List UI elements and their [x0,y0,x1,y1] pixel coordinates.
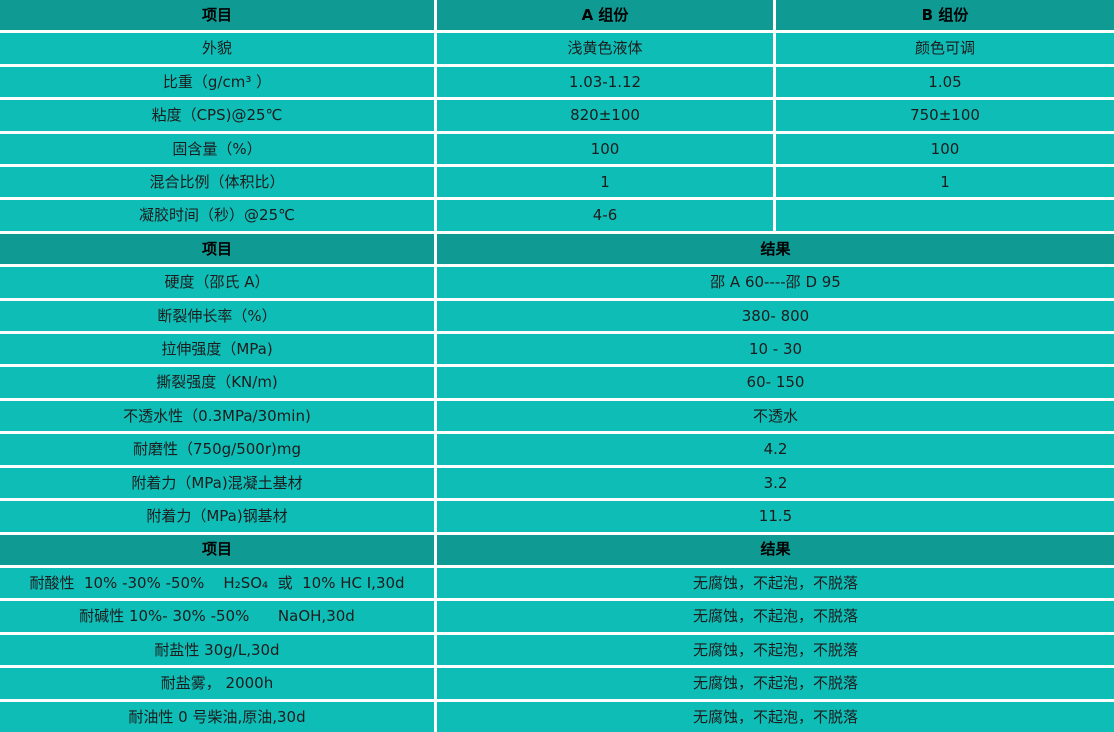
row-label-cell: 耐碱性 10%- 30% -50% NaOH,30d [0,601,434,632]
row-label-cell: 不透水性（0.3MPa/30min) [0,400,434,432]
row-label-cell: 混合比例（体积比） [0,167,434,198]
row-label-cell: 附着力（MPa)混凝土基材 [0,467,434,499]
value-cell: 4.2 [437,434,1114,465]
value-cell: 无腐蚀，不起泡，不脱落 [437,668,1114,699]
value-cell: 无腐蚀，不起泡，不脱落 [437,601,1114,632]
table-row: 硬度（邵氏 A）邵 A 60----邵 D 95 [0,267,1114,298]
value-cell: 100 [776,133,1114,165]
value-cell: 3.2 [437,467,1114,499]
value-cell: 邵 A 60----邵 D 95 [437,267,1114,298]
value-cell: 60- 150 [437,367,1114,398]
table-row: 固含量（%） 100 100 [0,133,1114,165]
row-label-cell: 耐酸性 10% -30% -50% H₂SO₄ 或 10% HC I,30d [0,567,434,599]
column-header: A 组份 [437,0,773,31]
table-row: 撕裂强度（KN/m) 60- 150 [0,367,1114,398]
value-cell: 750±100 [776,100,1114,131]
row-label-cell: 耐盐雾， 2000h [0,668,434,699]
value-cell [776,200,1114,231]
value-cell: 380- 800 [437,300,1114,332]
table-row: 混合比例（体积比） 1 1 [0,167,1114,198]
row-label-cell: 粘度（CPS)@25℃ [0,100,434,131]
row-label-cell: 撕裂强度（KN/m) [0,367,434,398]
table-row: 凝胶时间（秒）@25℃ 4-6 [0,200,1114,231]
row-label-cell: 附着力（MPa)钢基材 [0,501,434,532]
value-cell: 无腐蚀，不起泡，不脱落 [437,634,1114,666]
table-row: 附着力（MPa)钢基材 11.5 [0,501,1114,532]
row-label-cell: 拉伸强度（MPa) [0,334,434,365]
column-header: 项目 [0,534,434,565]
row-label-cell: 外貌 [0,33,434,64]
table-row: 耐盐雾， 2000h 无腐蚀，不起泡，不脱落 [0,668,1114,699]
value-cell: 1 [437,167,773,198]
row-label-cell: 硬度（邵氏 A） [0,267,434,298]
table-row: 不透水性（0.3MPa/30min) 不透水 [0,400,1114,432]
row-label-cell: 断裂伸长率（%） [0,300,434,332]
table-row: 耐磨性（750g/500r)mg 4.2 [0,434,1114,465]
table-row: 附着力（MPa)混凝土基材 3.2 [0,467,1114,499]
row-label-cell: 耐盐性 30g/L,30d [0,634,434,666]
table-row: 耐碱性 10%- 30% -50% NaOH,30d 无腐蚀，不起泡，不脱落 [0,601,1114,632]
value-cell: 10 - 30 [437,334,1114,365]
value-cell: 颜色可调 [776,33,1114,64]
table-row: 耐油性 0 号柴油,原油,30d 无腐蚀，不起泡，不脱落 [0,701,1114,732]
row-label-cell: 耐油性 0 号柴油,原油,30d [0,701,434,732]
value-cell: 11.5 [437,501,1114,532]
row-label-cell: 比重（g/cm³ ） [0,66,434,98]
header-row-section-3: 项目 结果 [0,534,1114,565]
column-header: 结果 [437,534,1114,565]
value-cell: 1.05 [776,66,1114,98]
column-header: 项目 [0,0,434,31]
row-label-cell: 耐磨性（750g/500r)mg [0,434,434,465]
table-row: 耐酸性 10% -30% -50% H₂SO₄ 或 10% HC I,30d 无腐… [0,567,1114,599]
value-cell: 4-6 [437,200,773,231]
value-cell: 不透水 [437,400,1114,432]
column-header: B 组份 [776,0,1114,31]
value-cell: 100 [437,133,773,165]
table-row: 断裂伸长率（%） 380- 800 [0,300,1114,332]
column-header: 项目 [0,233,434,265]
value-cell: 浅黄色液体 [437,33,773,64]
column-header: 结果 [437,233,1114,265]
value-cell: 1.03-1.12 [437,66,773,98]
row-label-cell: 凝胶时间（秒）@25℃ [0,200,434,231]
value-cell: 无腐蚀，不起泡，不脱落 [437,567,1114,599]
value-cell: 1 [776,167,1114,198]
value-cell: 820±100 [437,100,773,131]
table-row: 耐盐性 30g/L,30d 无腐蚀，不起泡，不脱落 [0,634,1114,666]
table-row: 外貌 浅黄色液体 颜色可调 [0,33,1114,64]
row-label-cell: 固含量（%） [0,133,434,165]
table-row: 拉伸强度（MPa) 10 - 30 [0,334,1114,365]
table-row: 粘度（CPS)@25℃ 820±100 750±100 [0,100,1114,131]
table-row: 比重（g/cm³ ） 1.03-1.12 1.05 [0,66,1114,98]
header-row-section-1: 项目 A 组份 B 组份 [0,0,1114,31]
value-cell: 无腐蚀，不起泡，不脱落 [437,701,1114,732]
header-row-section-2: 项目 结果 [0,233,1114,265]
